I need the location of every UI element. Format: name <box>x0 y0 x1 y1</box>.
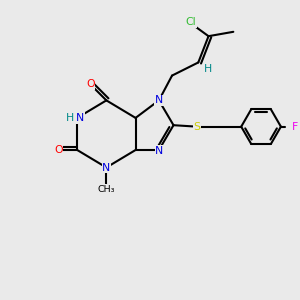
Text: H: H <box>203 64 212 74</box>
Text: O: O <box>86 79 94 89</box>
Text: N: N <box>155 95 163 105</box>
Text: N: N <box>76 113 84 123</box>
Text: N: N <box>155 146 164 156</box>
Text: O: O <box>54 145 62 155</box>
Text: F: F <box>292 122 298 132</box>
Text: CH₃: CH₃ <box>98 185 115 194</box>
Text: S: S <box>194 122 200 132</box>
Text: N: N <box>102 163 110 172</box>
Text: Cl: Cl <box>186 17 196 27</box>
Text: H: H <box>66 113 74 123</box>
